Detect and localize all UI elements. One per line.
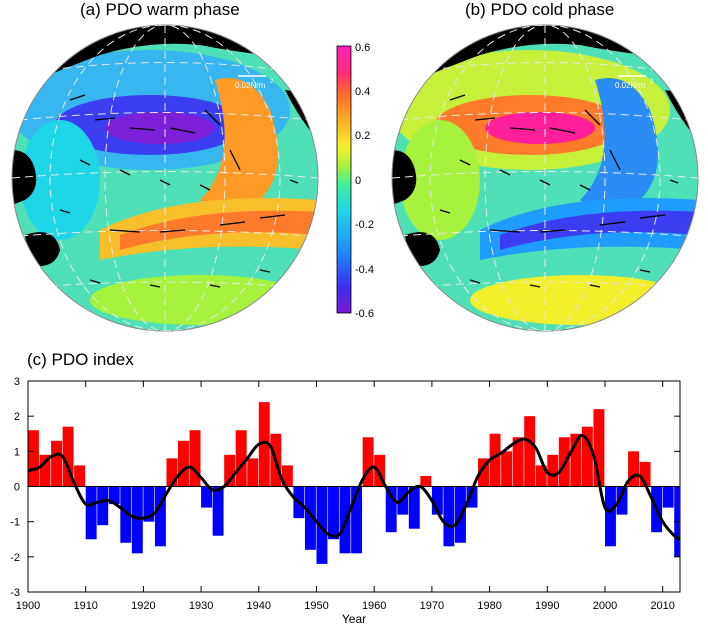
pdo-bar — [201, 486, 213, 508]
y-tick-label: -2 — [10, 552, 20, 564]
x-tick-label: 2000 — [593, 600, 617, 612]
pdo-bar — [224, 454, 236, 487]
x-tick-label: 1930 — [189, 600, 213, 612]
globe-b-wind-arrows — [439, 94, 679, 288]
x-tick-label: 1970 — [420, 600, 444, 612]
pdo-bar — [616, 486, 628, 515]
pdo-bar — [212, 486, 224, 536]
colorbar-tick-label: 0.4 — [355, 86, 370, 98]
pdo-bar — [362, 437, 374, 487]
pdo-bar — [581, 426, 593, 487]
pdo-bar — [524, 416, 536, 487]
y-tick-label: 2 — [14, 411, 20, 423]
pdo-bar — [51, 440, 63, 487]
pdo-bar — [74, 465, 86, 487]
scale-label-a: 0.02N/m — [235, 81, 266, 90]
y-tick-label: -3 — [10, 587, 20, 599]
x-tick-label: 2010 — [650, 600, 674, 612]
y-tick-label: 3 — [14, 376, 20, 388]
pdo-index-chart: 1900 1910 1920 1930 1940 1950 1960 1970 1980 1990… — [10, 376, 681, 626]
x-tick-label: 1940 — [247, 600, 271, 612]
pdo-bar — [247, 458, 259, 487]
colorbar-ticks: 0.6 0.4 0.2 0 -0.2 -0.4 -0.6 — [355, 42, 374, 320]
pdo-bar — [593, 409, 605, 487]
colorbar-tick-label: -0.6 — [355, 308, 374, 320]
y-tick-label: 1 — [14, 446, 20, 458]
pdo-bar — [178, 440, 189, 487]
pdo-bar — [39, 454, 51, 487]
pdo-bar — [328, 486, 339, 540]
pdo-bar — [535, 465, 547, 487]
colorbar-tick-label: -0.2 — [355, 219, 374, 231]
pdo-bar — [143, 486, 155, 522]
pdo-bar — [478, 458, 489, 487]
pdo-bar — [639, 461, 651, 487]
x-axis-label: Year — [342, 612, 366, 626]
scale-label-b: 0.02N/m — [615, 81, 646, 90]
pdo-bar — [628, 451, 640, 487]
pdo-bar — [316, 486, 328, 564]
globe-a-grid — [12, 25, 318, 331]
pdo-bar — [97, 486, 109, 526]
pdo-bar — [604, 486, 616, 547]
smoothed-pdo-line — [27, 434, 681, 541]
colorbar — [336, 45, 352, 314]
pdo-bar — [512, 437, 524, 487]
x-tick-label: 1910 — [73, 600, 97, 612]
x-tick-label: 1990 — [535, 600, 559, 612]
pdo-bar — [166, 458, 178, 487]
pdo-bar — [281, 465, 293, 487]
scale-exp-a: 2 — [270, 79, 274, 85]
globe-b-grid — [392, 25, 698, 331]
pdo-bar — [408, 486, 420, 529]
maps-svg: 0.02N/m 2 0.0 — [11, 24, 699, 332]
pdo-bar — [385, 486, 397, 533]
x-tick-label: 1960 — [362, 600, 386, 612]
pdo-bar — [431, 486, 443, 515]
globe-a-wind-arrows — [59, 94, 299, 288]
scale-exp-b: 2 — [650, 79, 654, 85]
pdo-bar — [235, 430, 247, 487]
pdo-bar — [501, 451, 513, 487]
pdo-bar — [547, 454, 559, 487]
colorbar-tick-label: 0.2 — [355, 130, 370, 142]
pdo-bar — [662, 486, 674, 508]
pdo-bar — [304, 486, 316, 550]
x-tick-label: 1920 — [131, 600, 155, 612]
colorbar-tick-label: -0.4 — [355, 264, 374, 276]
panel-a-title: (a) PDO warm phase — [80, 0, 240, 19]
x-tick-label: 1950 — [304, 600, 328, 612]
pdo-bar — [570, 433, 582, 487]
pdo-bar — [420, 475, 432, 487]
pdo-bar — [120, 486, 132, 543]
pdo-bar — [85, 486, 97, 540]
panel-b-title: (b) PDO cold phase — [465, 0, 615, 19]
pdo-bar — [108, 486, 120, 505]
x-tick-label: 1980 — [477, 600, 501, 612]
pdo-bar — [258, 402, 270, 487]
pdo-bar — [62, 426, 74, 487]
pdo-bar — [489, 433, 501, 487]
globe-a — [12, 25, 318, 331]
pdo-bar — [374, 454, 386, 487]
pdo-bar — [466, 486, 478, 508]
pdo-bar — [189, 430, 201, 487]
y-tick-label: -1 — [10, 517, 20, 529]
pdo-bar — [131, 486, 143, 554]
pdo-bar — [351, 486, 363, 554]
pdo-bar — [443, 486, 455, 547]
pdo-bar — [154, 486, 166, 547]
colorbar-tick-label: 0 — [355, 175, 361, 187]
colorbar-tick-label: 0.6 — [355, 42, 370, 54]
y-tick-label: 0 — [14, 482, 20, 494]
x-tick-label: 1900 — [16, 600, 40, 612]
pdo-bar — [28, 430, 39, 487]
panel-c-title: (c) PDO index — [27, 350, 134, 369]
